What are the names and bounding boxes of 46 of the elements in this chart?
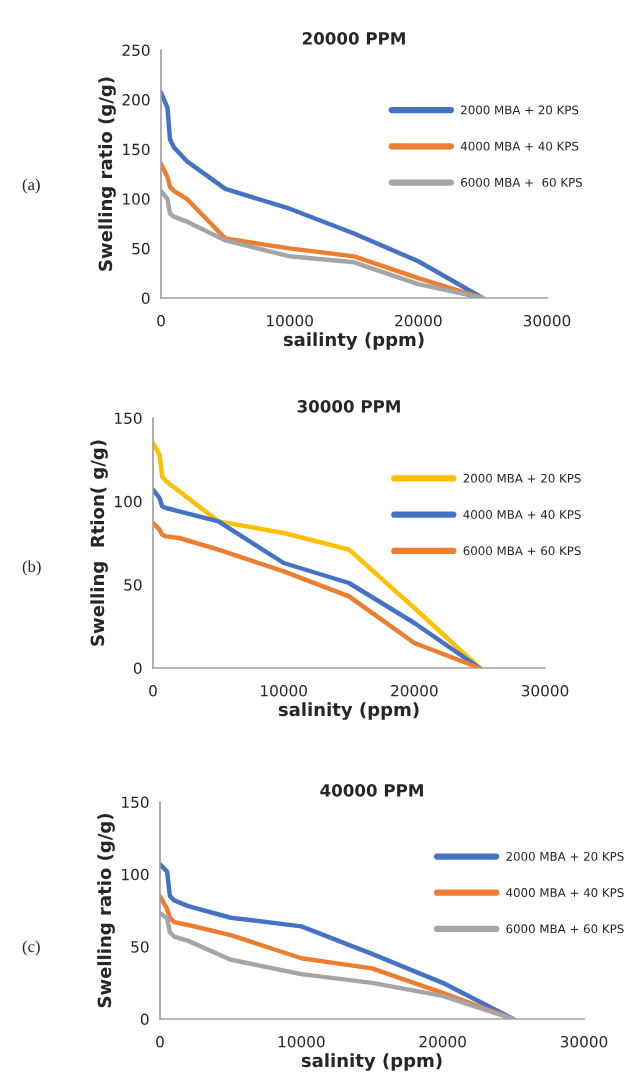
x-tick-label: 10000 <box>261 684 307 697</box>
legend-label: 6000 MBA + 60 KPS <box>461 177 583 187</box>
chart-title: 30000 PPM <box>297 400 400 413</box>
legend-label: 2000 MBA + 20 KPS <box>461 105 579 115</box>
x-tick-label: 20000 <box>391 684 438 697</box>
y-tick-label: 150 <box>115 412 142 425</box>
y-tick-label: 0 <box>141 292 150 305</box>
y-tick-label: 150 <box>123 143 150 156</box>
y-tick-label: 100 <box>122 868 149 881</box>
y-tick-label: 50 <box>124 579 142 591</box>
y-tick-label: 50 <box>132 242 150 255</box>
y-tick-label: 50 <box>131 941 149 953</box>
x-tick-label: 10000 <box>267 314 313 327</box>
legend-label: 2000 MBA + 20 KPS <box>463 473 581 483</box>
y-axis-title: Swelling ratio (g/g) <box>97 814 115 1008</box>
x-tick-label: 20000 <box>419 1035 466 1048</box>
chart-title: 20000 PPM <box>302 32 405 45</box>
y-tick-label: 200 <box>122 94 150 106</box>
text: (b) <box>22 560 41 576</box>
x-tick-label: 20000 <box>395 314 442 327</box>
y-tick-label: 0 <box>140 1013 149 1026</box>
x-tick-label: 30000 <box>523 314 571 327</box>
y-tick-label: 100 <box>123 193 150 205</box>
x-tick-label: 0 <box>157 314 165 327</box>
x-tick-label: 0 <box>156 1035 164 1048</box>
y-axis-title: Swelling ratio (g/g) <box>98 77 116 271</box>
x-axis-title: salinity (ppm) <box>301 1053 442 1071</box>
legend-label: 4000 MBA + 40 KPS <box>463 510 581 519</box>
legend-label: 4000 MBA + 40 KPS <box>506 888 624 898</box>
x-axis-title: sailinty (ppm) <box>283 332 424 350</box>
legend-label: 4000 MBA + 40 KPS <box>460 141 579 151</box>
text: (a) <box>22 178 40 194</box>
x-axis-title: salinity (ppm) <box>278 702 419 720</box>
legend-label: 2000 MBA + 20 KPS <box>506 851 624 861</box>
x-tick-label: 30000 <box>521 684 569 697</box>
x-tick-label: 10000 <box>278 1035 325 1048</box>
y-tick-label: 150 <box>122 796 149 809</box>
y-tick-label: 100 <box>115 495 142 508</box>
x-tick-label: 30000 <box>560 1035 608 1048</box>
legend-label: 6000 MBA + 60 KPS <box>463 546 581 556</box>
legend-label: 6000 MBA + 60 KPS <box>506 924 624 934</box>
y-axis-title: Swelling Rtion( g/g) <box>90 440 108 646</box>
text: (c) <box>22 940 40 956</box>
y-tick-label: 250 <box>122 44 150 57</box>
y-tick-label: 0 <box>133 662 142 675</box>
chart-title: 40000 PPM <box>320 784 423 797</box>
